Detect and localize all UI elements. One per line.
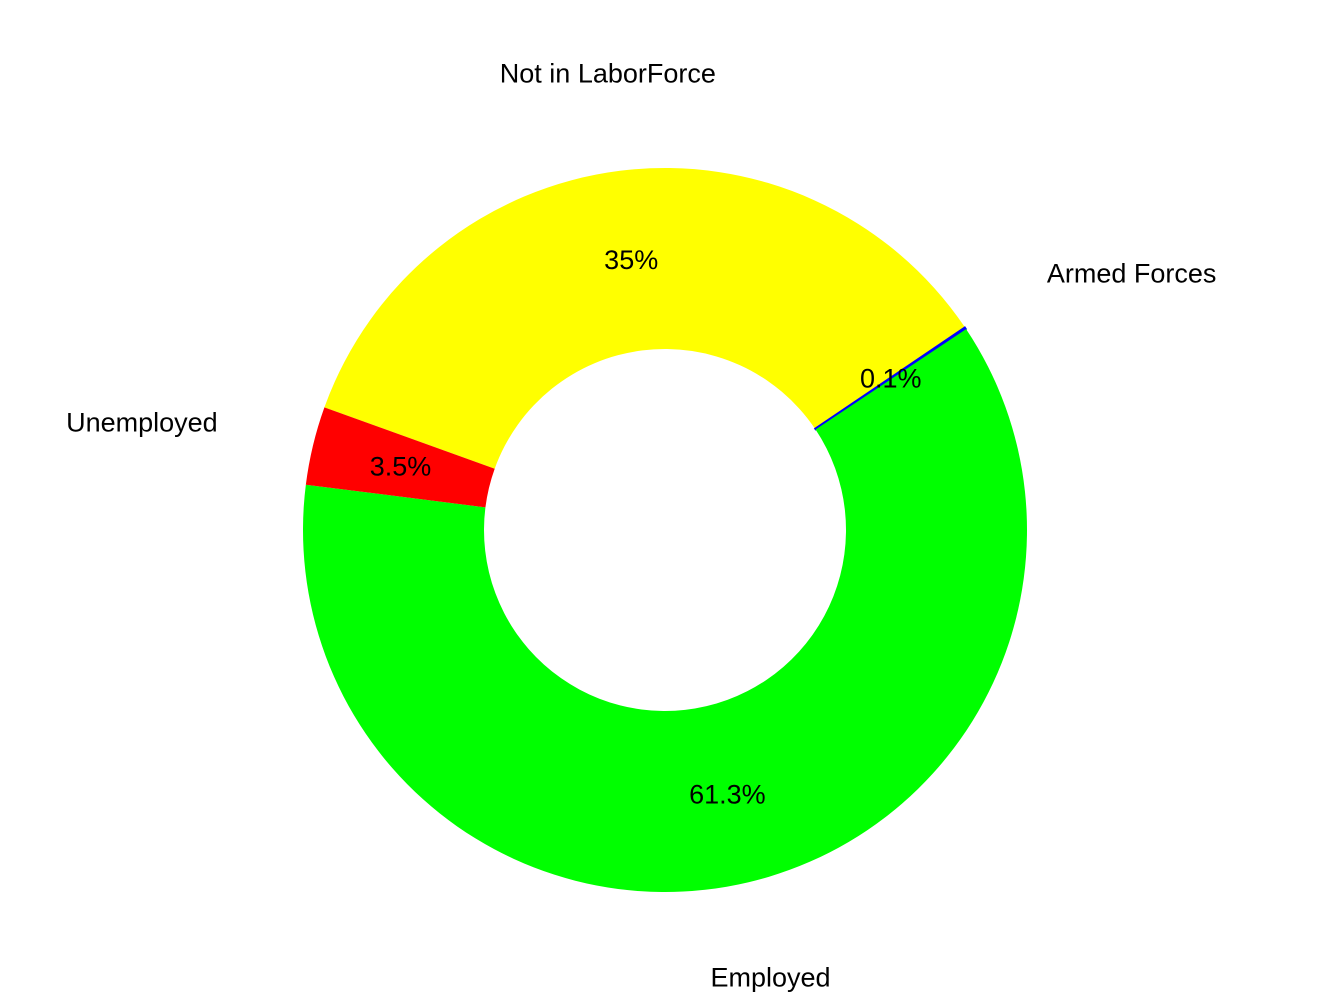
donut-slices [303, 168, 1027, 892]
slice-label-unemployed: Unemployed [66, 408, 218, 438]
slice-value-armed-forces: 0.1% [860, 363, 922, 393]
slice-label-employed: Employed [710, 963, 830, 993]
slice-value-employed: 61.3% [689, 780, 766, 810]
slice-not-in-laborforce [324, 168, 965, 469]
slice-employed [303, 329, 1027, 892]
slice-value-unemployed: 3.5% [370, 452, 432, 482]
slice-value-not-in-laborforce: 35% [604, 245, 658, 275]
slice-unemployed [305, 407, 495, 508]
donut-labels: 35% Not in LaborForce 0.1% Armed Forces 61.3… [66, 59, 1216, 993]
slice-label-armed-forces: Armed Forces [1047, 258, 1217, 288]
slice-label-not-in-laborforce: Not in LaborForce [500, 59, 716, 89]
